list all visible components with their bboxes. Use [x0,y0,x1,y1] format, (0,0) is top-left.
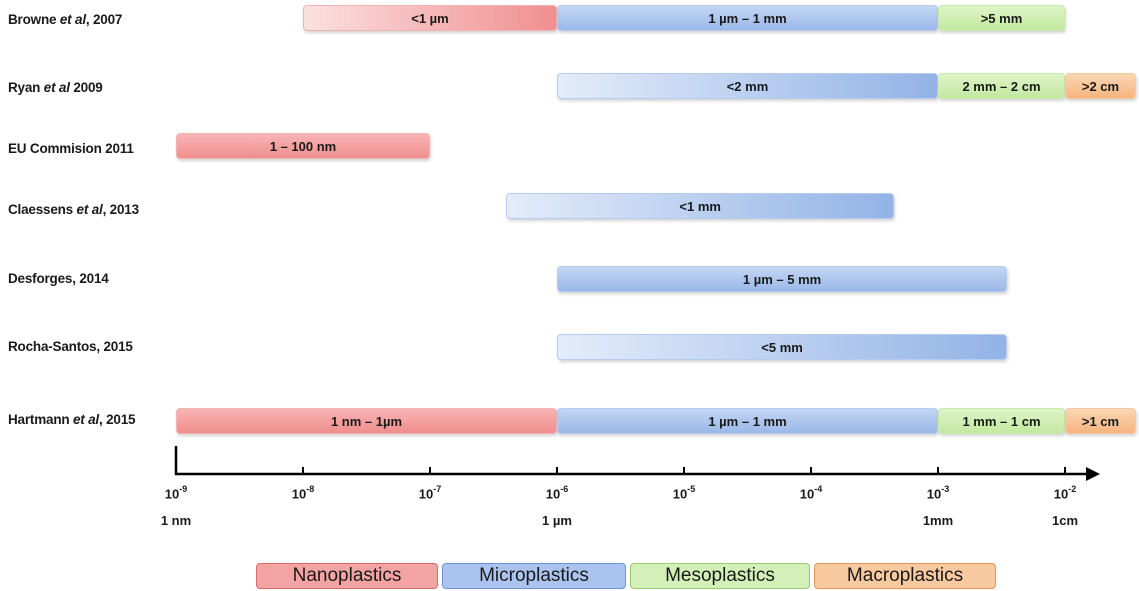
row-label-year: , 2013 [102,202,140,217]
range-bar-micro: 1 µm – 1 mm [557,408,938,434]
range-bar-nano: 1 nm – 1µm [176,408,557,434]
x-tick-unit-label: 1 nm [160,513,192,528]
range-bar-macro: >1 cm [1065,408,1136,434]
range-bar-meso: >5 mm [938,5,1065,31]
tick-exponent: -3 [941,484,950,494]
range-bar-macro: >2 cm [1065,73,1136,99]
row-label-text: Desforges, 2014 [8,271,109,286]
range-bar-nano: 1 – 100 nm [176,133,430,159]
row-label-text: EU Commision 2011 [8,141,134,156]
x-tick-unit-label: 1mm [922,513,954,528]
legend-item: Mesoplastics [630,563,810,589]
x-tick-label: 10-8 [291,484,315,502]
row-label-text: Ryan [8,80,44,95]
tick-exponent: -2 [1068,484,1077,494]
tick-exponent: -8 [306,484,315,494]
x-tick-unit-label: 1cm [1051,513,1079,528]
row-label: Hartmann et al, 2015 [8,412,136,427]
row-label-year: 2009 [69,80,103,95]
legend-item: Microplastics [442,563,626,589]
row-label: EU Commision 2011 [8,141,134,156]
tick-base: 10 [291,486,307,502]
tick-base: 10 [1053,486,1069,502]
x-tick-label: 10-3 [926,484,950,502]
legend-item: Nanoplastics [256,563,438,589]
tick-base: 10 [672,486,688,502]
tick-base: 10 [799,486,815,502]
row-label: Ryan et al 2009 [8,80,103,95]
tick-base: 10 [545,486,561,502]
x-tick-unit-label: 1 µm [542,513,572,528]
x-tick-label: 10-6 [545,484,569,502]
tick-base: 10 [164,486,180,502]
range-bar-nano: <1 µm [303,5,557,31]
range-bar-micro: <2 mm [557,73,938,99]
row-label: Desforges, 2014 [8,271,109,286]
row-label-year: , 2015 [98,412,136,427]
range-bar-micro: 1 µm – 1 mm [557,5,938,31]
row-label-text: Hartmann [8,412,73,427]
row-label: Rocha-Santos, 2015 [8,339,133,354]
range-bar-micro: <1 mm [506,193,894,219]
tick-exponent: -7 [433,484,442,494]
x-tick-label: 10-2 [1053,484,1077,502]
x-axis-arrow [1086,467,1100,481]
tick-base: 10 [926,486,942,502]
row-label-etal: et al [43,80,70,95]
x-tick-label: 10-7 [418,484,442,502]
x-tick-label: 10-5 [672,484,696,502]
row-label-text: Rocha-Santos, 2015 [8,339,133,354]
range-bar-meso: 2 mm – 2 cm [938,73,1065,99]
row-label: Claessens et al, 2013 [8,202,139,217]
tick-exponent: -4 [814,484,823,494]
x-tick-label: 10-9 [164,484,188,502]
row-label-text: Browne [8,12,60,27]
tick-exponent: -5 [687,484,696,494]
range-bar-micro: <5 mm [557,334,1008,360]
row-label-text: Claessens [8,202,77,217]
row-label-etal: et al [72,412,99,427]
row-label-year: , 2007 [85,12,123,27]
range-bar-micro: 1 µm – 5 mm [557,266,1008,292]
tick-exponent: -9 [179,484,188,494]
row-label-etal: et al [76,202,103,217]
tick-exponent: -6 [560,484,569,494]
legend-item: Macroplastics [814,563,996,589]
row-label-etal: et al [59,12,86,27]
row-label: Browne et al, 2007 [8,12,122,27]
tick-base: 10 [418,486,434,502]
range-bar-meso: 1 mm – 1 cm [938,408,1065,434]
x-tick-label: 10-4 [799,484,823,502]
